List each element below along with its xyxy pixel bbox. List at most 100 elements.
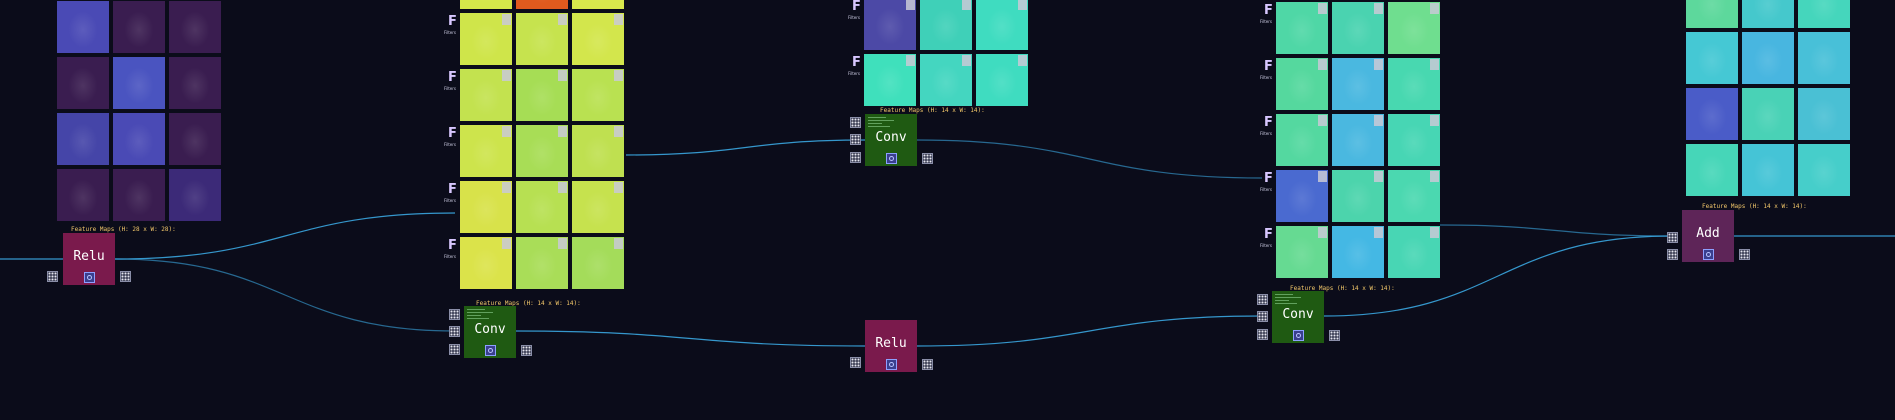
- feature-map-thumbnail[interactable]: [57, 1, 109, 53]
- feature-map-thumbnail[interactable]: [1332, 114, 1384, 166]
- port-handle[interactable]: [449, 326, 460, 337]
- feature-map-thumbnail[interactable]: [1388, 170, 1440, 222]
- feature-map-thumbnail[interactable]: [572, 125, 624, 177]
- port-handle[interactable]: [1257, 311, 1268, 322]
- feature-map-thumbnail[interactable]: [1276, 114, 1328, 166]
- feature-map-thumbnail[interactable]: [864, 0, 916, 50]
- filters-button[interactable]: F Filters: [1260, 59, 1273, 80]
- feature-map-thumbnail[interactable]: [113, 57, 165, 109]
- feature-map-thumbnail[interactable]: [920, 54, 972, 106]
- feature-map-thumbnail[interactable]: [113, 169, 165, 221]
- feature-map-thumbnail[interactable]: [169, 1, 221, 53]
- feature-map-thumbnail[interactable]: [169, 113, 221, 165]
- feature-map-thumbnail[interactable]: [460, 0, 512, 9]
- port-handle[interactable]: [850, 134, 861, 145]
- feature-map-thumbnail[interactable]: [1332, 170, 1384, 222]
- settings-icon[interactable]: [1293, 330, 1304, 341]
- filters-button[interactable]: F Filters: [1260, 115, 1273, 136]
- feature-map-thumbnail[interactable]: [516, 69, 568, 121]
- feature-map-thumbnail[interactable]: [1276, 226, 1328, 278]
- feature-map-thumbnail[interactable]: [516, 13, 568, 65]
- feature-map-thumbnail[interactable]: [1276, 2, 1328, 54]
- feature-map-thumbnail[interactable]: [1686, 0, 1738, 28]
- feature-map-thumbnail[interactable]: [572, 0, 624, 9]
- feature-map-thumbnail[interactable]: [1388, 58, 1440, 110]
- feature-map-thumbnail[interactable]: [1798, 0, 1850, 28]
- conv-node[interactable]: Conv: [464, 306, 516, 358]
- feature-map-thumbnail[interactable]: [1798, 32, 1850, 84]
- feature-map-thumbnail[interactable]: [572, 13, 624, 65]
- feature-map-thumbnail[interactable]: [1276, 58, 1328, 110]
- feature-map-thumbnail[interactable]: [57, 57, 109, 109]
- port-handle[interactable]: [521, 345, 532, 356]
- feature-map-thumbnail[interactable]: [572, 181, 624, 233]
- port-handle[interactable]: [449, 344, 460, 355]
- filters-button[interactable]: F Filters: [444, 70, 457, 91]
- port-handle[interactable]: [1739, 249, 1750, 260]
- feature-map-thumbnail[interactable]: [113, 113, 165, 165]
- feature-map-thumbnail[interactable]: [920, 0, 972, 50]
- feature-map-thumbnail[interactable]: [1276, 170, 1328, 222]
- feature-map-thumbnail[interactable]: [460, 125, 512, 177]
- feature-map-thumbnail[interactable]: [1686, 88, 1738, 140]
- port-handle[interactable]: [47, 271, 58, 282]
- feature-map-thumbnail[interactable]: [516, 237, 568, 289]
- feature-map-thumbnail[interactable]: [169, 169, 221, 221]
- feature-map-thumbnail[interactable]: [1332, 58, 1384, 110]
- port-handle[interactable]: [1329, 330, 1340, 341]
- feature-map-thumbnail[interactable]: [1388, 226, 1440, 278]
- conv-node[interactable]: Conv: [1272, 291, 1324, 343]
- feature-map-thumbnail[interactable]: [1742, 144, 1794, 196]
- settings-icon[interactable]: [1703, 249, 1714, 260]
- settings-icon[interactable]: [886, 359, 897, 370]
- feature-map-thumbnail[interactable]: [1388, 2, 1440, 54]
- filters-button[interactable]: F Filters: [848, 55, 861, 76]
- feature-map-thumbnail[interactable]: [1388, 114, 1440, 166]
- feature-map-thumbnail[interactable]: [572, 237, 624, 289]
- feature-map-thumbnail[interactable]: [460, 237, 512, 289]
- feature-map-thumbnail[interactable]: [516, 181, 568, 233]
- feature-map-thumbnail[interactable]: [57, 113, 109, 165]
- relu-node[interactable]: Relu: [63, 233, 115, 285]
- feature-map-thumbnail[interactable]: [1798, 88, 1850, 140]
- feature-map-thumbnail[interactable]: [1742, 32, 1794, 84]
- port-handle[interactable]: [850, 117, 861, 128]
- filters-button[interactable]: F Filters: [848, 0, 861, 20]
- feature-map-thumbnail[interactable]: [864, 54, 916, 106]
- feature-map-thumbnail[interactable]: [460, 13, 512, 65]
- feature-map-thumbnail[interactable]: [516, 0, 568, 9]
- settings-icon[interactable]: [485, 345, 496, 356]
- relu-node[interactable]: Relu: [865, 320, 917, 372]
- port-handle[interactable]: [1257, 329, 1268, 340]
- feature-map-thumbnail[interactable]: [1686, 32, 1738, 84]
- feature-map-thumbnail[interactable]: [572, 69, 624, 121]
- port-handle[interactable]: [1257, 294, 1268, 305]
- port-handle[interactable]: [120, 271, 131, 282]
- settings-icon[interactable]: [84, 272, 95, 283]
- filters-button[interactable]: F Filters: [1260, 171, 1273, 192]
- feature-map-thumbnail[interactable]: [1332, 2, 1384, 54]
- feature-map-thumbnail[interactable]: [460, 69, 512, 121]
- feature-map-thumbnail[interactable]: [1742, 0, 1794, 28]
- conv-node[interactable]: Conv: [865, 114, 917, 166]
- port-handle[interactable]: [850, 152, 861, 163]
- filters-button[interactable]: F Filters: [444, 238, 457, 259]
- filters-button[interactable]: F Filters: [1260, 227, 1273, 248]
- settings-icon[interactable]: [886, 153, 897, 164]
- feature-map-thumbnail[interactable]: [57, 169, 109, 221]
- add-node[interactable]: Add: [1682, 210, 1734, 262]
- feature-map-thumbnail[interactable]: [1686, 144, 1738, 196]
- port-handle[interactable]: [449, 309, 460, 320]
- feature-map-thumbnail[interactable]: [1742, 88, 1794, 140]
- port-handle[interactable]: [922, 153, 933, 164]
- filters-button[interactable]: F Filters: [444, 14, 457, 35]
- filters-button[interactable]: F Filters: [444, 126, 457, 147]
- feature-map-thumbnail[interactable]: [113, 1, 165, 53]
- feature-map-thumbnail[interactable]: [169, 57, 221, 109]
- feature-map-thumbnail[interactable]: [1332, 226, 1384, 278]
- port-handle[interactable]: [922, 359, 933, 370]
- port-handle[interactable]: [1667, 249, 1678, 260]
- port-handle[interactable]: [850, 357, 861, 368]
- filters-button[interactable]: F Filters: [444, 182, 457, 203]
